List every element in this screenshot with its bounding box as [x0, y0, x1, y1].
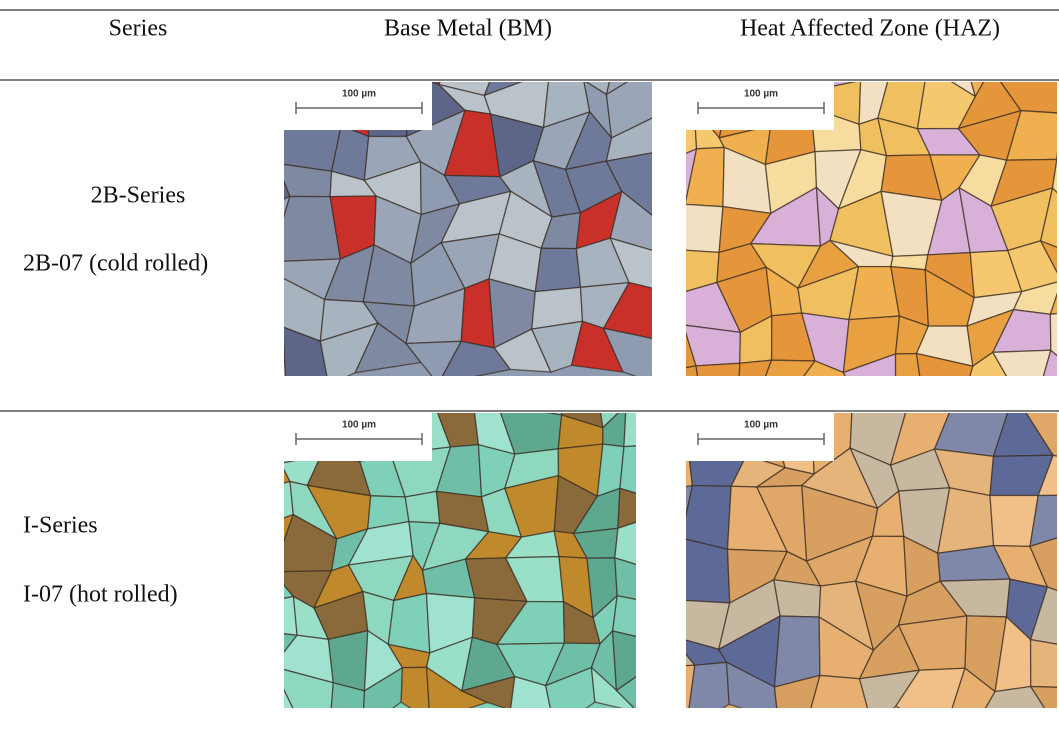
grain [401, 667, 430, 721]
series-label: I-Series [23, 513, 98, 539]
grain [497, 378, 561, 415]
page: Series Base Metal (BM) Heat Affected Zon… [0, 0, 1059, 738]
grain [676, 204, 723, 252]
scale-label: 100 µm [342, 89, 376, 100]
grain [411, 44, 456, 85]
grain [774, 580, 821, 617]
grain [531, 44, 584, 80]
grain [243, 377, 291, 413]
grain [271, 372, 323, 414]
grain [678, 538, 730, 603]
column-header: Series [109, 16, 168, 42]
grain [638, 665, 695, 731]
grain [242, 163, 290, 217]
grain [620, 376, 676, 413]
grain [227, 196, 290, 261]
grain [633, 486, 692, 560]
scale-label: 100 µm [342, 420, 376, 431]
micrograph: 100 µm [635, 28, 1059, 413]
grain [388, 593, 430, 652]
grain [890, 41, 940, 72]
grain [639, 538, 681, 600]
grain [1031, 640, 1059, 688]
grain [775, 616, 820, 687]
grain [242, 111, 282, 168]
grain [535, 248, 580, 291]
grain [329, 683, 364, 731]
grain [227, 258, 278, 277]
sample-label: I-07 (hot rolled) [23, 582, 178, 608]
micrograph: 100 µm [226, 23, 670, 391]
grain [629, 619, 695, 668]
grain [629, 582, 678, 636]
scale-label: 100 µm [744, 89, 778, 100]
grain [991, 38, 1059, 75]
grain [281, 49, 320, 87]
grain [405, 491, 440, 523]
grain [226, 24, 301, 88]
grain [236, 597, 297, 636]
grain [467, 378, 515, 412]
grain [239, 327, 287, 392]
grain [310, 30, 367, 88]
grain [696, 363, 740, 399]
scale-label: 100 µm [744, 420, 778, 431]
series-label: 2B-Series [91, 183, 186, 209]
grain [626, 379, 680, 408]
grain [316, 370, 358, 409]
column-header: Heat Affected Zone (HAZ) [740, 16, 1000, 42]
grain [249, 275, 283, 332]
grain [670, 371, 726, 408]
grain [738, 360, 771, 399]
sample-label: 2B-07 (cold rolled) [23, 251, 208, 277]
micrograph: 100 µm [625, 352, 1059, 732]
column-header: Base Metal (BM) [384, 16, 552, 42]
grain [270, 196, 340, 261]
micrograph: 100 µm [236, 360, 676, 731]
grain [328, 631, 367, 691]
micrographs: 100 µm 100 µm 100 µm 100 µm [226, 23, 1059, 732]
grain [618, 488, 671, 528]
